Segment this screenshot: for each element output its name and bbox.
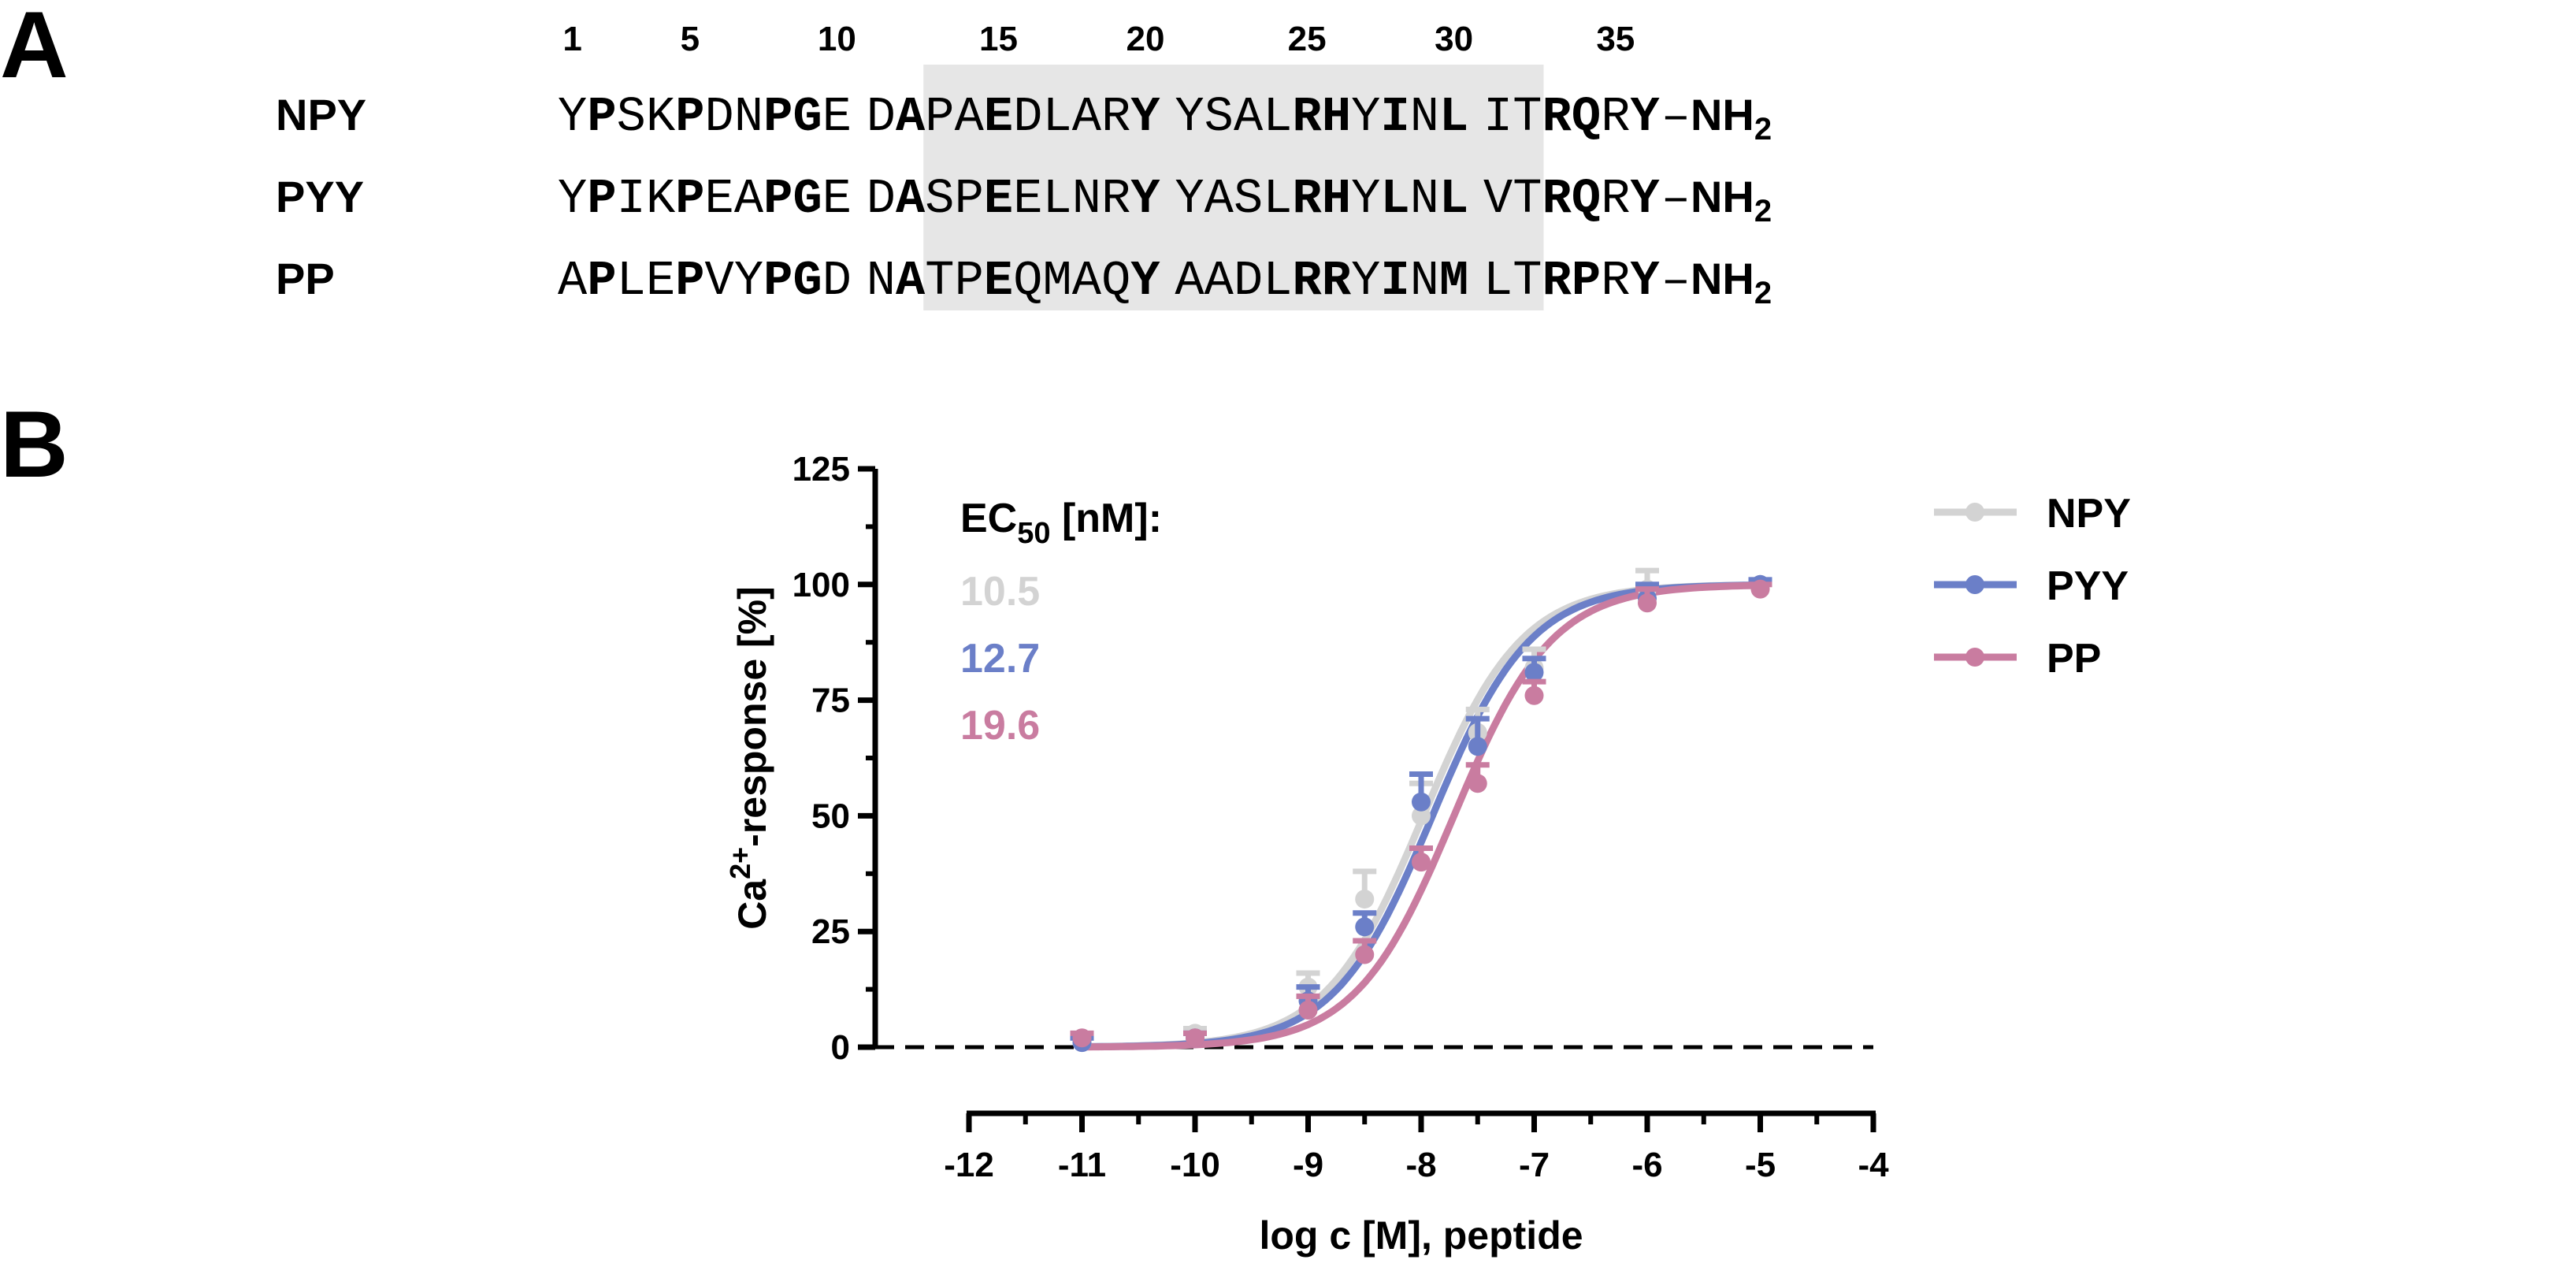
y-tick-label: 100	[792, 566, 850, 604]
marker	[1355, 945, 1375, 964]
x-tick-label: -6	[1631, 1146, 1662, 1184]
peptide-sequence: YPIKPEAPGE DASPEELNRY YASLRHYLNL VTRQRY	[558, 171, 1660, 227]
data-points	[1070, 567, 1772, 1053]
position-label: 20	[1127, 20, 1165, 58]
x-tick-label: -12	[944, 1146, 994, 1184]
legend-marker	[1965, 503, 1984, 522]
x-tick-label: -8	[1405, 1146, 1436, 1184]
marker	[1072, 1028, 1092, 1048]
data-point-pp	[1522, 678, 1546, 705]
legend-item-pp: PP	[1934, 636, 2101, 682]
ec50-value-pp: 19.6	[960, 703, 1040, 749]
legend-label: NPY	[2047, 491, 2131, 537]
peptide-sequence: YPSKPDNPGE DAPAEDLARY YSALRHYINL ITRQRY	[558, 89, 1660, 145]
ec50-value-npy: 10.5	[960, 569, 1040, 615]
data-point-npy	[1353, 868, 1377, 909]
sequence-rows: NPY YPSKPDNPGE DAPAEDLARY YSALRHYINL ITRQRY –…	[276, 89, 1772, 310]
c-terminal-amide: –NH2	[1661, 171, 1772, 229]
x-axis-title: log c [M], peptide	[1259, 1213, 1583, 1258]
panel-b: B 0 25 50 75 100 125 -12 -11 -10 -9 -8 -7 -6 -5 -4 log …	[0, 392, 2131, 1258]
y-axis-title: Ca2+-response [%]	[724, 586, 774, 930]
legend-label: PP	[2047, 636, 2101, 682]
marker	[1412, 853, 1431, 872]
y-tick-label: 0	[831, 1028, 850, 1067]
position-label: 25	[1288, 20, 1327, 58]
data-point-pyy	[1353, 910, 1377, 937]
marker	[1355, 917, 1375, 937]
sequence-highlight-box	[923, 65, 1544, 310]
peptide-name: NPY	[276, 90, 366, 139]
x-tick-label: -7	[1519, 1146, 1550, 1184]
position-labels: 1 5 10 15 20 25 30 35	[562, 20, 1635, 58]
marker	[1750, 579, 1770, 599]
sequence-row-pp: PP APLEPVYPGD NATPEQMAQY AADLRRYINM LTRPRY –N…	[276, 253, 1772, 310]
y-tick-label: 25	[811, 912, 850, 951]
y-tick-label: 125	[792, 450, 850, 489]
panel-a: A 1 5 10 15 20 25 30 35 NPY YPSKPDNPGE DAPAEDLARY…	[0, 0, 1772, 310]
panel-a-letter: A	[0, 0, 69, 98]
peptide-name: PYY	[276, 172, 364, 221]
marker	[1524, 686, 1544, 705]
marker	[1355, 890, 1375, 909]
marker	[1298, 1001, 1318, 1020]
marker	[1412, 806, 1431, 826]
data-point-pyy	[1465, 715, 1490, 756]
x-tick-label: -5	[1745, 1146, 1776, 1184]
legend-item-npy: NPY	[1934, 491, 2131, 537]
c-terminal-amide: –NH2	[1661, 89, 1772, 147]
x-tick-label: -9	[1293, 1146, 1323, 1184]
data-point-pp	[1183, 1028, 1207, 1048]
legend-marker	[1965, 575, 1984, 594]
data-point-pp	[1748, 579, 1772, 599]
legend-label: PYY	[2047, 563, 2129, 609]
dose-response-chart: 0 25 50 75 100 125 -12 -11 -10 -9 -8 -7 -6 -5 -4 log c …	[724, 450, 2131, 1258]
sequence-row-npy: NPY YPSKPDNPGE DAPAEDLARY YSALRHYINL ITRQRY –…	[276, 89, 1772, 147]
data-point-pyy	[1409, 771, 1433, 812]
x-tick-label: -11	[1058, 1146, 1106, 1184]
position-label: 15	[979, 20, 1018, 58]
ec50-block: EC50 [nM]: 10.5 12.7 19.6	[960, 496, 1162, 749]
marker	[1412, 792, 1431, 812]
position-label: 5	[681, 20, 700, 58]
panel-b-letter: B	[0, 392, 69, 497]
marker	[1186, 1028, 1204, 1048]
c-terminal-amide: –NH2	[1661, 253, 1772, 310]
marker	[1638, 593, 1657, 613]
data-point-pp	[1296, 993, 1320, 1020]
legend-item-pyy: PYY	[1934, 563, 2129, 609]
ec50-title: EC50 [nM]:	[960, 496, 1162, 550]
legend-marker	[1965, 648, 1984, 667]
chart-axes: 0 25 50 75 100 125 -12 -11 -10 -9 -8 -7 -6 -5 -4 log c …	[724, 450, 1889, 1258]
peptide-sequence: APLEPVYPGD NATPEQMAQY AADLRRYINM LTRPRY	[558, 253, 1660, 309]
sequence-row-pyy: PYY YPIKPEAPGE DASPEELNRY YASLRHYLNL VTRQRY –…	[276, 171, 1772, 229]
y-tick-label: 50	[811, 797, 850, 835]
data-point-pp	[1635, 586, 1659, 613]
chart-legend: NPY PYY PP	[1934, 491, 2131, 682]
data-point-pp	[1465, 762, 1490, 793]
x-tick-label: -4	[1858, 1146, 1889, 1184]
data-point-pp	[1409, 845, 1433, 872]
position-label: 30	[1435, 20, 1473, 58]
data-point-pp	[1353, 938, 1377, 964]
position-label: 35	[1596, 20, 1635, 58]
marker	[1468, 774, 1487, 793]
marker	[1524, 663, 1544, 682]
marker	[1468, 737, 1487, 756]
position-label: 10	[818, 20, 856, 58]
ec50-value-pyy: 12.7	[960, 636, 1040, 682]
peptide-name: PP	[276, 254, 335, 303]
data-point-pp	[1070, 1028, 1094, 1048]
position-label: 1	[562, 20, 581, 58]
x-tick-label: -10	[1170, 1146, 1220, 1184]
y-tick-label: 75	[811, 682, 850, 720]
data-point-pyy	[1522, 656, 1546, 682]
